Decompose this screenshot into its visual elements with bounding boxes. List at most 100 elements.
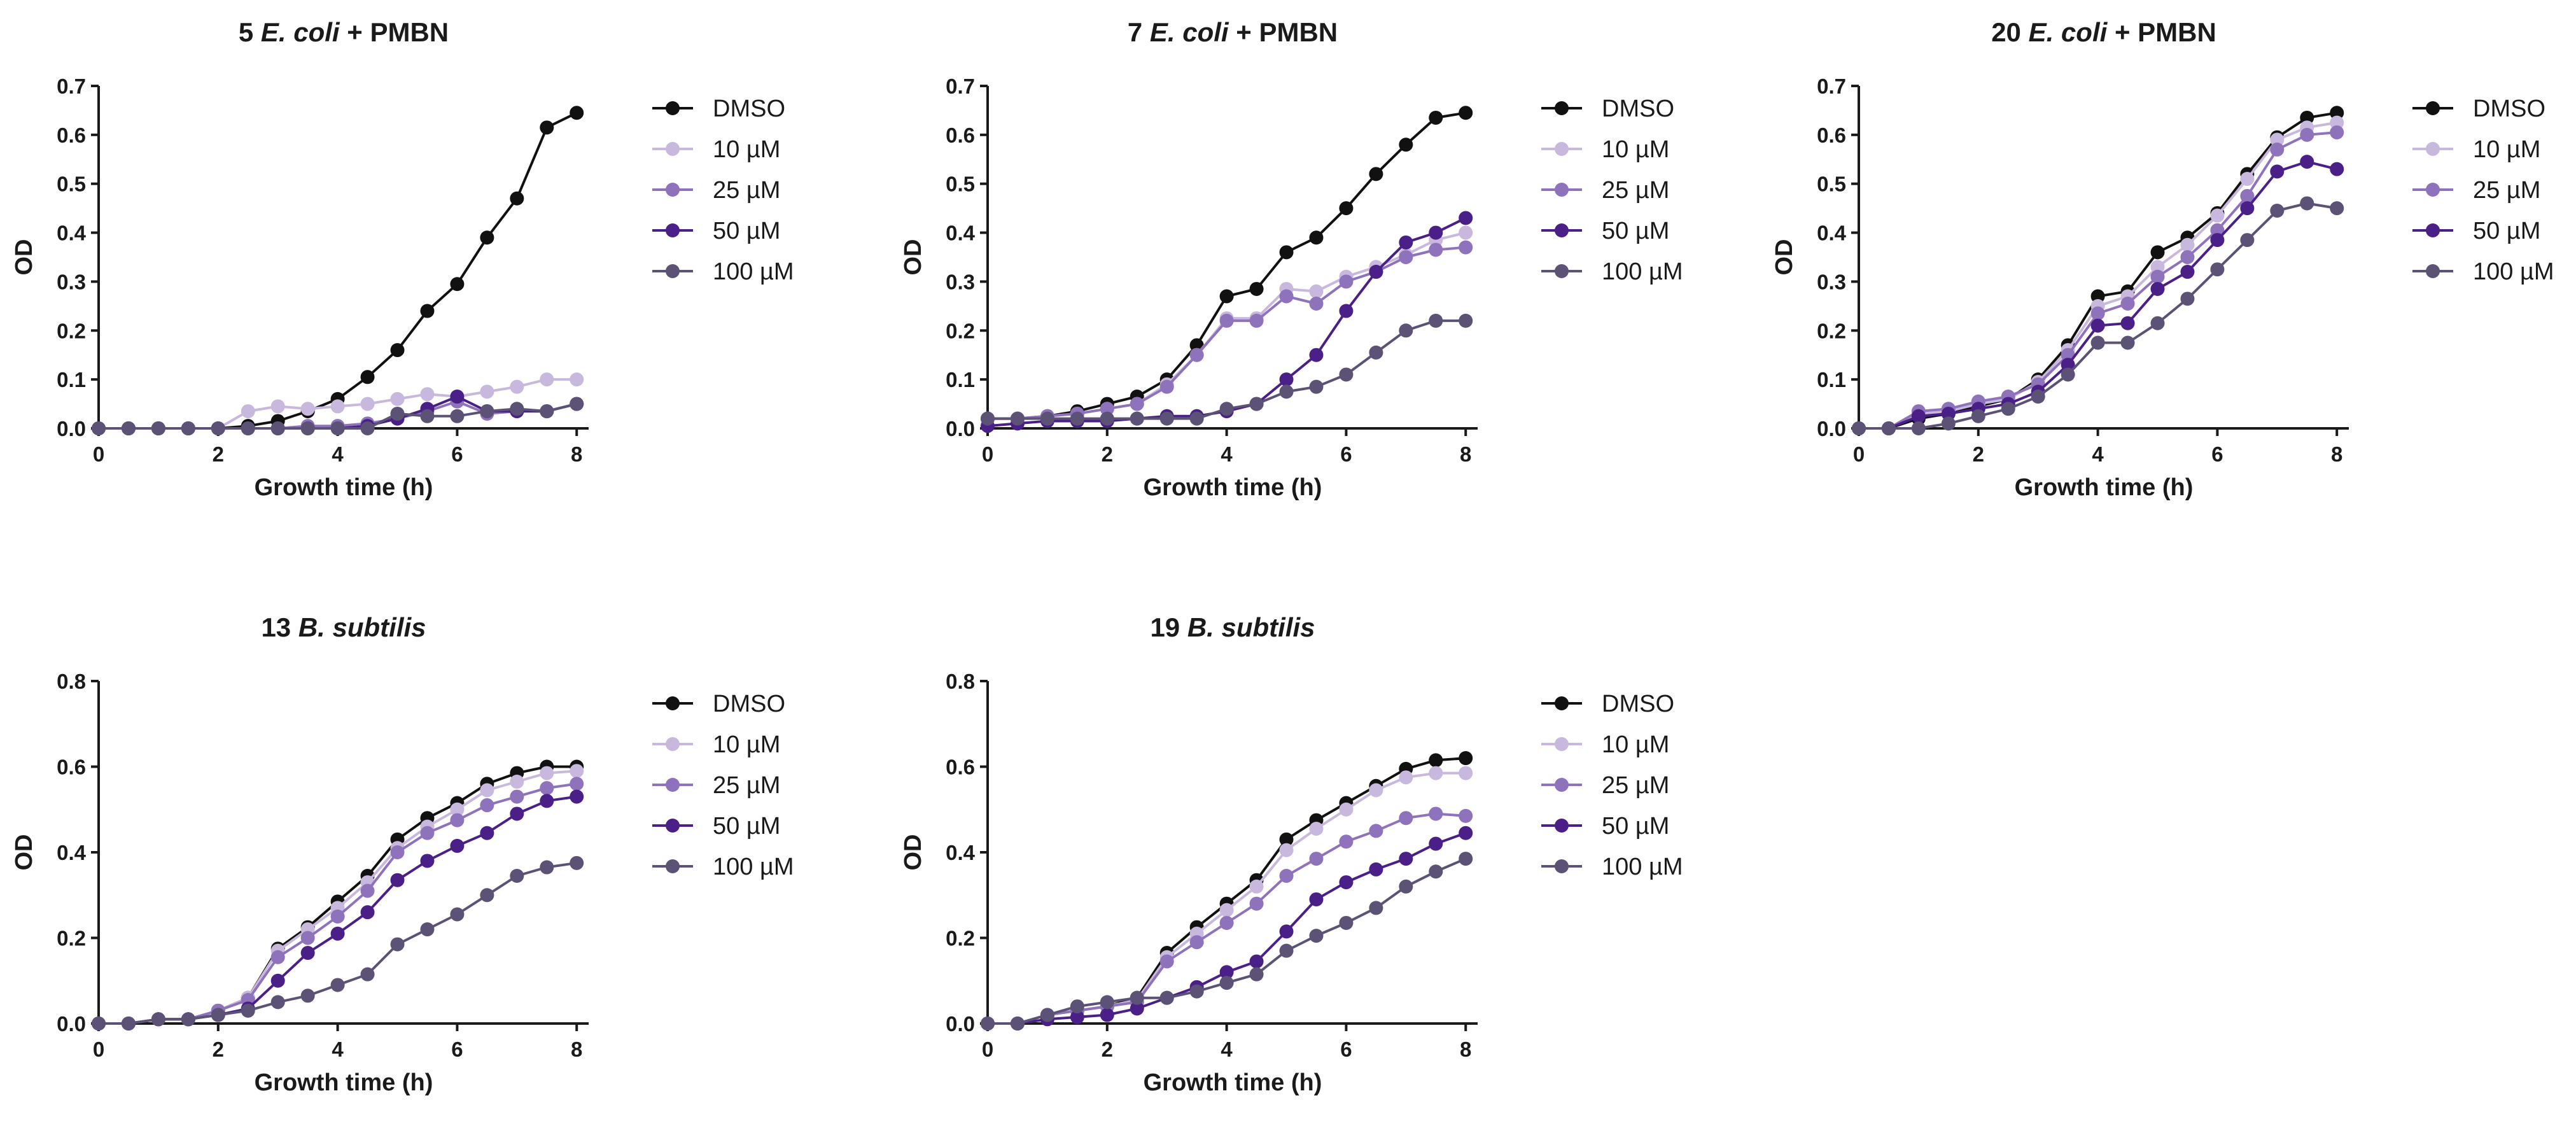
data-point <box>1429 243 1443 257</box>
legend-label: 100 µM <box>2473 258 2554 285</box>
legend-item: 25 µM <box>2412 177 2540 204</box>
data-point <box>2330 201 2344 216</box>
chart-title: 7 E. coli + PMBN <box>1128 17 1338 47</box>
series-line <box>1859 111 2337 430</box>
data-point <box>1100 1008 1114 1022</box>
legend-swatch-marker <box>1555 223 1569 237</box>
series-1 <box>1852 106 2344 435</box>
data-point <box>1189 984 1204 999</box>
data-point <box>1429 766 1443 780</box>
chart-title-suffix: + PMBN <box>340 17 449 47</box>
data-point <box>1309 230 1324 245</box>
data-point <box>540 372 554 387</box>
data-point <box>2210 223 2225 237</box>
data-point <box>181 421 195 435</box>
y-axis-label: OD <box>900 834 927 871</box>
data-point <box>2240 233 2255 248</box>
legend-item: 10 µM <box>652 731 780 758</box>
data-point <box>570 397 584 411</box>
series-line <box>988 857 1466 1025</box>
data-point <box>390 937 405 952</box>
series-2 <box>1852 115 2344 435</box>
series-5 <box>1852 196 2344 435</box>
data-point <box>1130 990 1144 1005</box>
chart-4: 13 B. subtilis 0.0 0.2 0.4 0.6 0.8 0 2 4 6 8 Growth… <box>11 612 794 1096</box>
x-tick-label: 2 <box>1102 1038 1113 1061</box>
y-tick-label: 0.5 <box>1817 172 1846 196</box>
legend-item: 50 µM <box>652 218 780 244</box>
data-point <box>2120 297 2135 311</box>
y-tick-label: 0.1 <box>946 368 975 391</box>
legend-swatch-marker <box>666 696 680 710</box>
chart-title-organism: E. coli <box>1150 17 1229 47</box>
data-point <box>300 421 315 435</box>
series-5 <box>92 855 584 1031</box>
data-point <box>1219 915 1234 930</box>
data-point <box>510 379 524 394</box>
legend-swatch-marker <box>1555 101 1569 115</box>
data-point <box>540 860 554 875</box>
y-tick-label: 0.5 <box>57 172 86 196</box>
data-point <box>510 775 524 789</box>
data-point <box>1159 954 1174 969</box>
y-tick-label: 0.6 <box>946 123 975 147</box>
y-tick-label: 0.0 <box>946 417 975 440</box>
legend-item: 100 µM <box>652 854 794 880</box>
data-point <box>360 397 375 411</box>
legend-swatch-marker <box>2426 142 2440 156</box>
chart-2: 7 E. coli + PMBN 0.0 0.1 0.2 0.3 0.4 0.5 0.6 0.7… <box>900 17 1683 501</box>
legend-swatch-marker <box>2426 264 2440 278</box>
legend-label: 25 µM <box>713 177 780 204</box>
legend-label: DMSO <box>1602 691 1674 717</box>
data-point <box>1369 824 1383 838</box>
data-point <box>2150 245 2165 260</box>
data-point <box>450 907 465 922</box>
data-point <box>360 905 375 920</box>
data-point <box>270 950 285 964</box>
legend-label: 50 µM <box>2473 218 2540 244</box>
chart-title-number: 7 <box>1128 17 1150 47</box>
x-tick-label: 4 <box>2092 442 2104 466</box>
legend-swatch-marker <box>666 859 680 873</box>
data-point <box>480 384 494 399</box>
legend-label: DMSO <box>713 691 785 717</box>
legend-label: 50 µM <box>713 218 780 244</box>
data-point <box>2061 358 2075 372</box>
data-point <box>360 883 375 898</box>
x-tick-label: 2 <box>213 1038 224 1061</box>
series-3 <box>981 240 1473 426</box>
y-tick-label: 0.7 <box>1817 74 1846 98</box>
y-axis-label: OD <box>900 239 927 276</box>
data-point <box>1279 868 1294 883</box>
data-point <box>1369 167 1383 181</box>
data-point <box>1459 225 1473 240</box>
data-point <box>1399 852 1413 866</box>
series-line <box>99 861 577 1025</box>
data-point <box>2090 289 2105 304</box>
data-point <box>420 304 435 318</box>
x-tick-label: 0 <box>1853 442 1865 466</box>
data-point <box>2180 237 2195 252</box>
data-point <box>2180 292 2195 306</box>
legend-swatch-marker <box>2426 101 2440 115</box>
data-point <box>1219 289 1234 304</box>
data-point <box>2150 316 2165 330</box>
x-tick-label: 8 <box>571 442 582 466</box>
data-point <box>360 967 375 982</box>
data-point <box>480 826 494 840</box>
data-point <box>1219 402 1234 416</box>
data-point <box>1459 808 1473 823</box>
legend-label: 10 µM <box>1602 136 1669 163</box>
data-point <box>1159 379 1174 394</box>
legend-swatch-marker <box>1555 737 1569 751</box>
data-point <box>1219 313 1234 328</box>
data-point <box>1309 822 1324 836</box>
data-point <box>450 802 465 817</box>
data-point <box>2210 262 2225 277</box>
x-tick-label: 0 <box>982 1038 993 1061</box>
series-line <box>988 246 1466 420</box>
chart-title-organism: E. coli <box>2029 17 2108 47</box>
data-point <box>1100 411 1114 426</box>
data-point <box>1852 421 1866 435</box>
data-point <box>540 766 554 780</box>
